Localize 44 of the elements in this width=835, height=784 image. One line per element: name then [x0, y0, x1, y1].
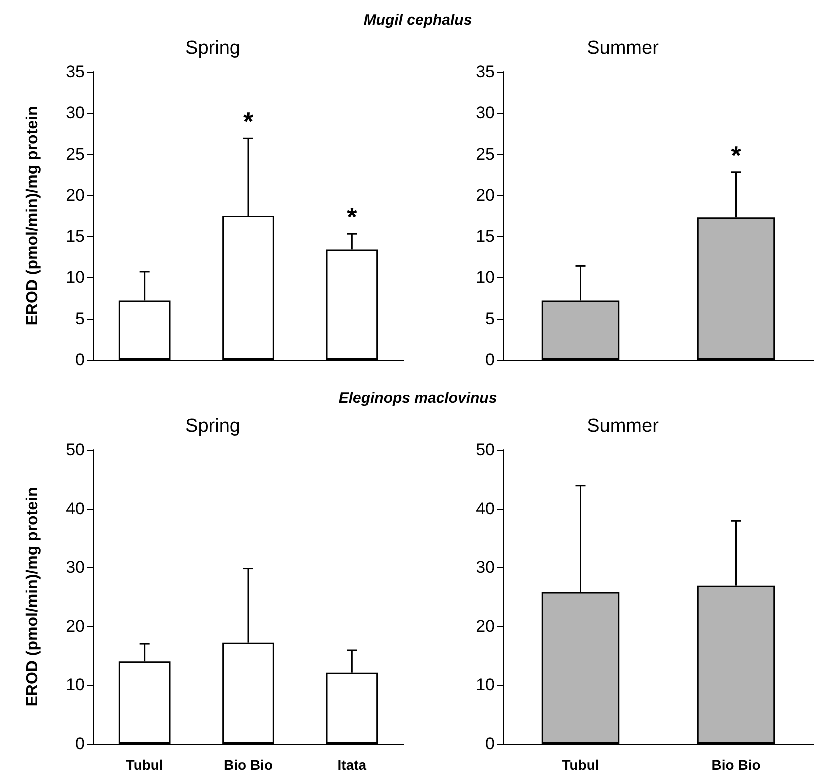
y-tick-label: 25 — [66, 144, 85, 164]
y-tick-label: 0 — [76, 734, 85, 754]
y-tick-label: 20 — [476, 616, 495, 636]
data-label: * — [731, 140, 742, 170]
y-tick-label: 0 — [486, 350, 495, 370]
y-tick-label: 15 — [476, 227, 495, 246]
y-tick-label: 30 — [476, 104, 495, 123]
chart-title: Spring — [186, 416, 240, 437]
y-tick-label: 0 — [486, 734, 495, 754]
y-tick-label: 35 — [66, 62, 85, 82]
y-tick-label: 20 — [476, 186, 495, 205]
text: Mugil cephalus — [362, 12, 474, 29]
x-tick-label: Tubul — [562, 757, 600, 773]
y-axis-title: EROD (pmol/min)/mg protein — [24, 487, 42, 707]
text: Eleginops maclovinus — [338, 390, 498, 407]
y-tick-label: 20 — [66, 186, 85, 205]
y-tick-label: 0 — [76, 350, 85, 370]
x-tick-label: Bio Bio — [712, 757, 761, 773]
y-tick-label: 35 — [476, 62, 495, 82]
y-tick-label: 50 — [476, 440, 495, 460]
y-tick-label: 30 — [66, 104, 85, 123]
y-tick-label: 5 — [76, 309, 85, 328]
y-tick-label: 15 — [66, 227, 85, 246]
chart-title: Spring — [186, 38, 240, 59]
data-label: * — [243, 106, 254, 137]
y-tick-label: 40 — [66, 499, 85, 518]
data-label: * — [347, 202, 358, 232]
y-tick-label: 50 — [66, 440, 85, 460]
y-tick-label: 25 — [476, 144, 495, 164]
y-tick-label: 10 — [476, 676, 495, 695]
y-tick-label: 10 — [66, 676, 85, 695]
y-tick-label: 5 — [486, 309, 495, 328]
chart-title: Summer — [587, 416, 660, 437]
y-tick-label: 10 — [66, 268, 85, 288]
x-tick-label: Tubul — [126, 757, 164, 773]
y-tick-label: 30 — [66, 558, 85, 578]
y-axis-title: EROD (pmol/min)/mg protein — [24, 106, 42, 326]
chart-title: Summer — [587, 38, 660, 59]
y-tick-label: 10 — [476, 268, 495, 288]
x-tick-label: Bio Bio — [224, 757, 273, 773]
y-tick-label: 30 — [476, 558, 495, 578]
y-tick-label: 40 — [476, 499, 495, 518]
x-tick-label: Itata — [338, 757, 367, 773]
y-tick-label: 20 — [66, 616, 85, 636]
